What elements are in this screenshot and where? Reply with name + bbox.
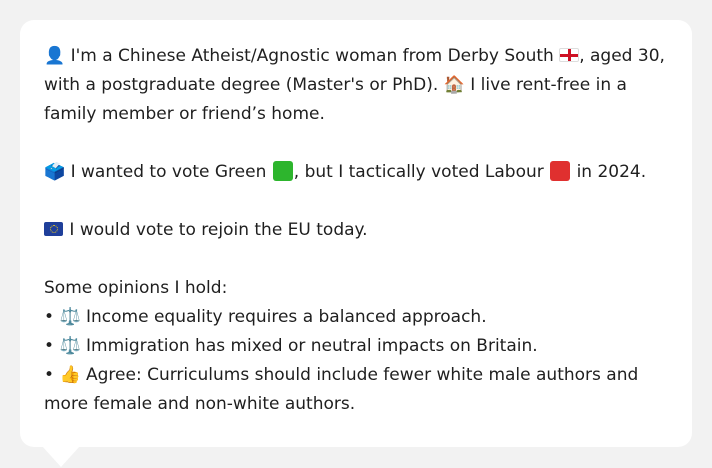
- vote-paragraph: 🗳️ I wanted to vote Green , but I tactic…: [44, 158, 668, 187]
- bubble-tail: [42, 446, 80, 467]
- ballot-box-icon: 🗳️: [44, 162, 66, 182]
- opinion-item: • 👍 Agree: Curriculums should include fe…: [44, 361, 668, 419]
- profile-text-1: I'm a Chinese Atheist/Agnostic woman fro…: [70, 46, 554, 66]
- eu-text: I would vote to rejoin the EU today.: [69, 220, 368, 240]
- spacer: [44, 245, 668, 274]
- opinions-heading: Some opinions I hold:: [44, 278, 228, 298]
- profile-text-2: , aged 30, with a postgraduate degree (M…: [44, 46, 665, 95]
- spacer: [44, 129, 668, 158]
- red-square-icon: [550, 161, 571, 181]
- opinion-item: • ⚖️ Immigration has mixed or neutral im…: [44, 332, 668, 361]
- opinion-text: Income equality requires a balanced appr…: [86, 307, 487, 327]
- house-icon: 🏠: [443, 75, 465, 95]
- vote-text-2: , but I tactically voted Labour: [293, 162, 544, 182]
- vote-text-1: I wanted to vote Green: [70, 162, 267, 182]
- opinion-item: • ⚖️ Income equality requires a balanced…: [44, 303, 668, 332]
- scales-icon: ⚖️: [59, 336, 81, 356]
- vote-text-3: in 2024.: [576, 162, 647, 182]
- eu-flag-icon: [44, 222, 63, 236]
- profile-paragraph: 👤 I'm a Chinese Atheist/Agnostic woman f…: [44, 42, 668, 129]
- eu-paragraph: I would vote to rejoin the EU today.: [44, 216, 668, 245]
- bullet: •: [44, 336, 55, 356]
- thumbs-up-icon: 👍: [59, 365, 81, 385]
- england-flag-icon: [559, 48, 580, 62]
- bullet: •: [44, 307, 55, 327]
- person-icon: 👤: [44, 46, 66, 66]
- opinion-text: Immigration has mixed or neutral impacts…: [86, 336, 538, 356]
- opinion-text: Agree: Curriculums should include fewer …: [44, 365, 639, 414]
- scales-icon: ⚖️: [59, 307, 81, 327]
- bullet: •: [44, 365, 55, 385]
- spacer: [44, 187, 668, 216]
- message-bubble: 👤 I'm a Chinese Atheist/Agnostic woman f…: [20, 20, 692, 447]
- profile-text-3: I live rent-free in a family member or f…: [44, 75, 627, 124]
- green-square-icon: [272, 161, 293, 181]
